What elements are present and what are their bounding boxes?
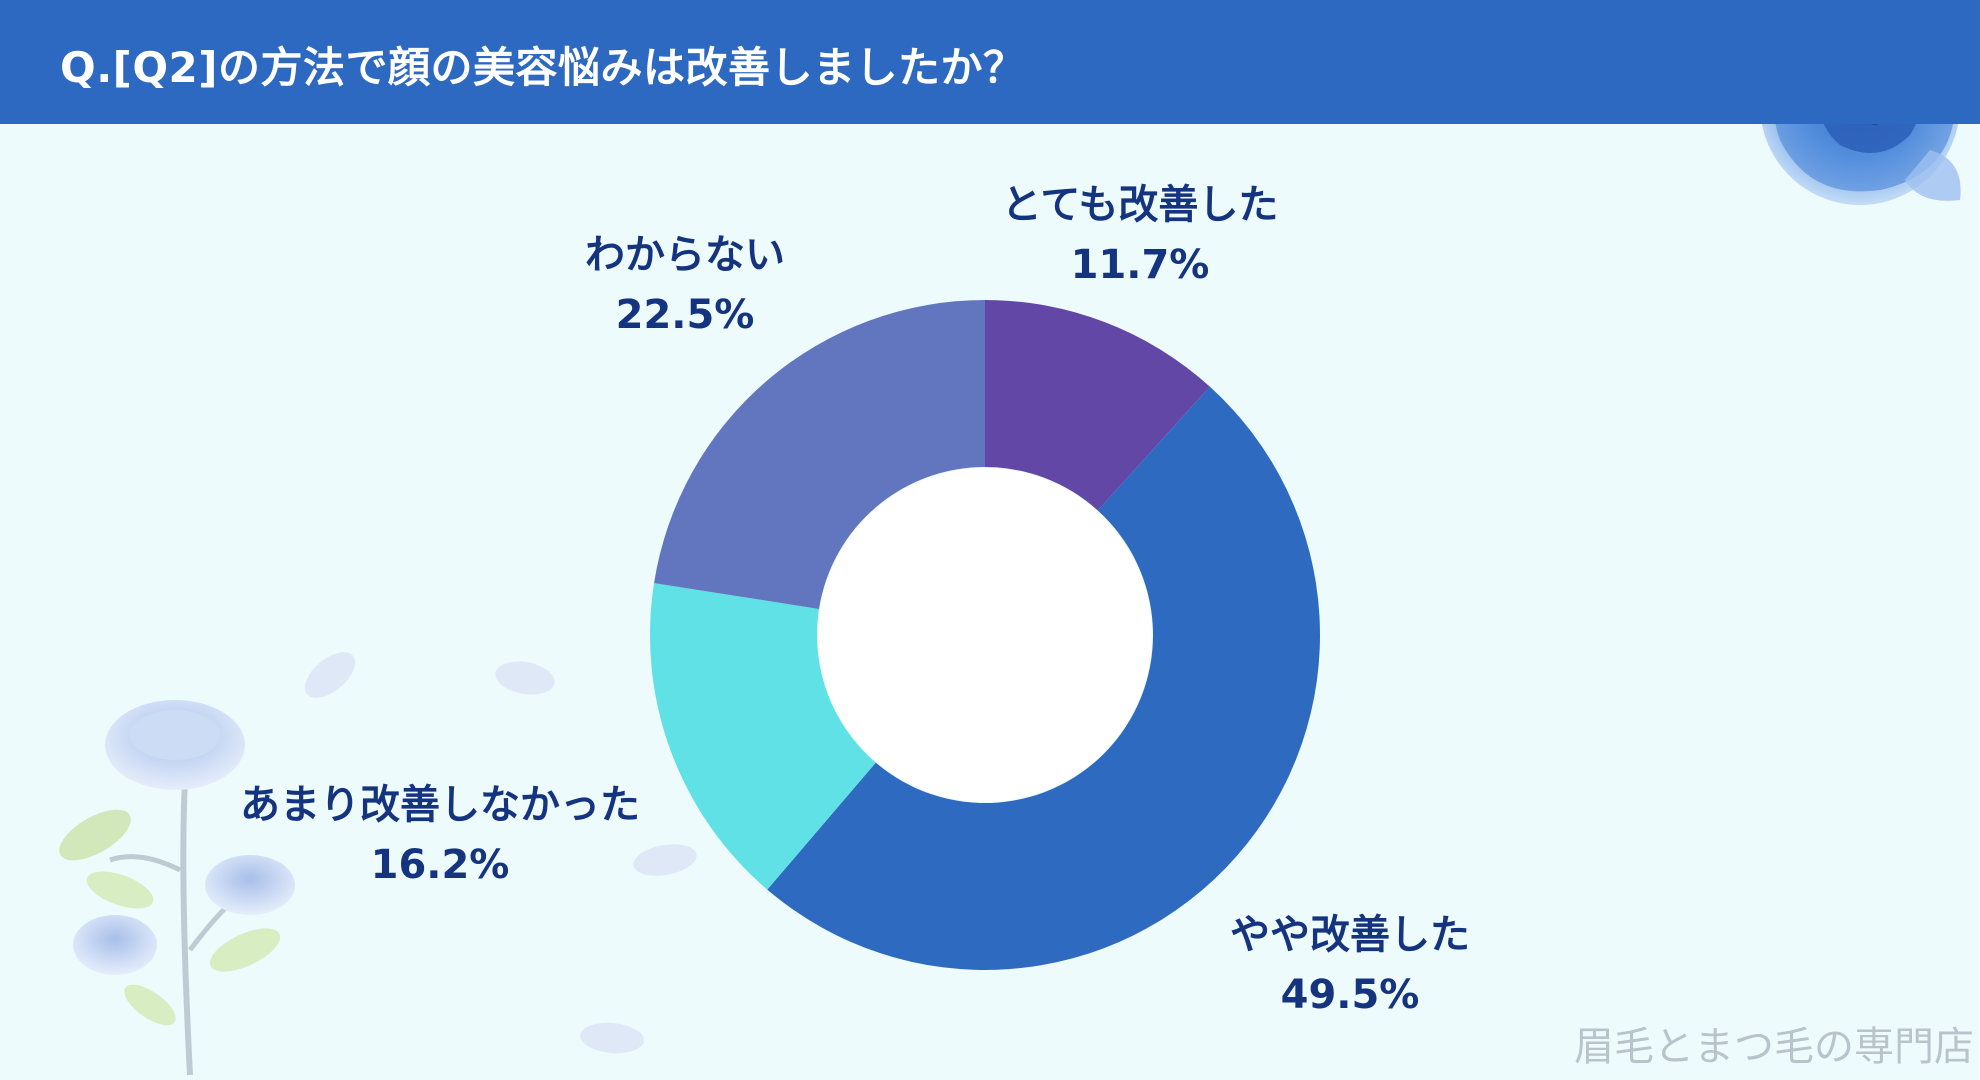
- donut-hole: [818, 468, 1152, 802]
- watermark-text: 眉毛とまつ毛の専門店: [1574, 1024, 1974, 1070]
- slice-value-text: 22.5%: [615, 292, 755, 338]
- slice-value-text: 16.2%: [370, 842, 510, 888]
- slice-label-yaya-kaizen: やや改善した 49.5%: [1230, 905, 1470, 1025]
- chart-title: Q.[Q2]の方法で顔の美容悩みは改善しましたか？: [60, 43, 1026, 92]
- header-bar: Q.[Q2]の方法で顔の美容悩みは改善しましたか？: [0, 0, 1980, 124]
- slice-category-text: わからない: [585, 232, 785, 278]
- slice-label-amari-kaizen-shinakatta: あまり改善しなかった 16.2%: [240, 775, 640, 895]
- rose-decoration-bottom-left: [59, 652, 697, 1076]
- slice-label-totemo-kaizen: とても改善した 11.7%: [1002, 175, 1279, 295]
- slice-value-text: 11.7%: [1070, 242, 1210, 288]
- slice-label-wakaranai: わからない 22.5%: [585, 225, 785, 345]
- donut-slice: [650, 583, 876, 890]
- donut-slice: [654, 300, 985, 609]
- slice-value-text: 49.5%: [1280, 972, 1420, 1018]
- donut-slice: [767, 386, 1321, 971]
- slice-category-text: やや改善した: [1230, 912, 1470, 958]
- donut-chart: [650, 300, 1321, 971]
- slice-category-text: とても改善した: [1001, 182, 1279, 228]
- slice-category-text: あまり改善しなかった: [240, 782, 640, 828]
- donut-slice: [985, 300, 1210, 511]
